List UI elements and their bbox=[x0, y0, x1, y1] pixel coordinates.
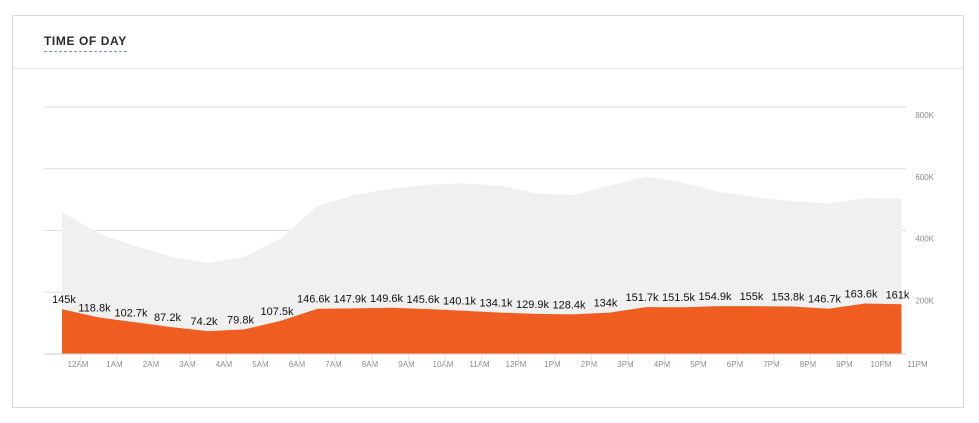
data-label: 118.8k bbox=[78, 302, 111, 314]
y-tick-label-600k: 600K bbox=[915, 173, 934, 182]
x-tick-label: 1PM bbox=[544, 360, 561, 369]
data-label: 87.2k bbox=[154, 312, 181, 324]
data-label: 128.4k bbox=[552, 299, 586, 311]
x-tick-label: 6AM bbox=[289, 360, 306, 369]
x-tick-label: 11PM bbox=[907, 360, 928, 369]
x-tick-label: 10PM bbox=[871, 360, 892, 369]
x-tick-label: 4PM bbox=[654, 360, 671, 369]
x-tick-label: 3AM bbox=[179, 360, 196, 369]
x-tick-label: 5PM bbox=[690, 360, 707, 369]
data-label: 145.6k bbox=[406, 294, 440, 306]
x-tick-label: 7PM bbox=[763, 360, 780, 369]
x-tick-label: 5AM bbox=[252, 360, 269, 369]
data-label: 134k bbox=[594, 298, 618, 310]
x-tick-label: 7AM bbox=[325, 360, 342, 369]
y-tick-label-400k: 400K bbox=[915, 235, 934, 244]
data-label: 153.8k bbox=[771, 292, 805, 304]
data-label: 146.7k bbox=[808, 294, 842, 306]
panel-header: TIME OF DAY bbox=[13, 16, 963, 69]
x-tick-label: 10AM bbox=[433, 360, 454, 369]
data-label: 155k bbox=[740, 291, 764, 303]
x-tick-label: 12AM bbox=[68, 360, 89, 369]
x-tick-label: 8AM bbox=[362, 360, 379, 369]
x-tick-label: 8PM bbox=[800, 360, 817, 369]
x-tick-label: 4AM bbox=[216, 360, 233, 369]
data-label: 102.7k bbox=[114, 307, 148, 319]
data-label: 161k bbox=[886, 289, 910, 301]
data-label: 163.6k bbox=[844, 288, 878, 300]
data-label: 129.9k bbox=[516, 299, 550, 311]
data-label: 74.2k bbox=[191, 316, 218, 328]
x-tick-label: 3PM bbox=[617, 360, 634, 369]
y-tick-label-200k: 200K bbox=[915, 296, 934, 305]
data-label: 154.9k bbox=[698, 291, 732, 303]
x-tick-label: 12PM bbox=[506, 360, 527, 369]
y-tick-label-800k: 800K bbox=[915, 111, 934, 120]
x-tick-label: 6PM bbox=[727, 360, 744, 369]
x-tick-label: 2PM bbox=[581, 360, 598, 369]
data-label: 134.1k bbox=[479, 298, 513, 310]
panel-title[interactable]: TIME OF DAY bbox=[44, 34, 127, 52]
data-label: 147.9k bbox=[333, 293, 367, 305]
data-label: 151.5k bbox=[662, 292, 696, 304]
data-label: 146.6k bbox=[297, 294, 331, 306]
x-tick-label: 9PM bbox=[836, 360, 853, 369]
data-label: 149.6k bbox=[370, 293, 404, 305]
data-label: 151.7k bbox=[625, 292, 659, 304]
x-tick-label: 11AM bbox=[469, 360, 490, 369]
x-tick-label: 2AM bbox=[143, 360, 160, 369]
x-tick-label: 1AM bbox=[106, 360, 123, 369]
data-label: 145k bbox=[52, 294, 76, 306]
foreground-area[interactable] bbox=[62, 303, 902, 354]
data-label: 107.5k bbox=[260, 306, 294, 318]
x-tick-label: 9AM bbox=[398, 360, 415, 369]
data-label: 140.1k bbox=[443, 296, 477, 308]
data-label: 79.8k bbox=[227, 314, 254, 326]
